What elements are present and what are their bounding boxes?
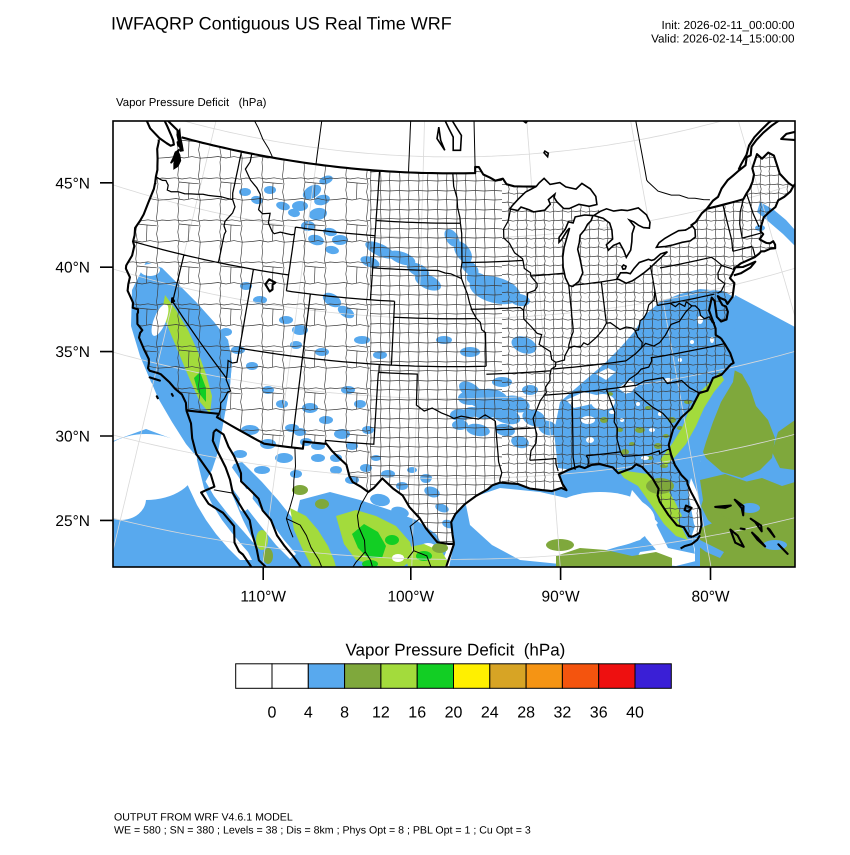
svg-text:30°N: 30°N: [55, 429, 90, 446]
svg-text:Valid: 2026-02-14_15:00:00: Valid: 2026-02-14_15:00:00: [651, 33, 795, 46]
svg-text:16: 16: [408, 705, 426, 722]
svg-text:32: 32: [554, 705, 572, 722]
svg-text:8: 8: [340, 705, 349, 722]
svg-text:20: 20: [445, 705, 463, 722]
svg-text:Vapor Pressure Deficit (hPa): Vapor Pressure Deficit (hPa): [116, 97, 267, 109]
svg-text:90°W: 90°W: [542, 589, 580, 606]
svg-text:80°W: 80°W: [691, 589, 729, 606]
svg-text:OUTPUT FROM WRF V4.6.1 MODEL: OUTPUT FROM WRF V4.6.1 MODEL: [114, 811, 293, 823]
svg-text:110°W: 110°W: [240, 589, 286, 606]
svg-text:45°N: 45°N: [55, 175, 90, 192]
svg-text:25°N: 25°N: [55, 513, 90, 530]
svg-text:Vapor Pressure Deficit (hPa): Vapor Pressure Deficit (hPa): [345, 641, 565, 660]
svg-text:IWFAQRP Contiguous US Real Tim: IWFAQRP Contiguous US Real Time WRF: [111, 14, 452, 34]
svg-text:40: 40: [626, 705, 644, 722]
svg-text:WE = 580 ; SN = 380 ; Levels =: WE = 580 ; SN = 380 ; Levels = 38 ; Dis …: [114, 825, 531, 837]
svg-text:36: 36: [590, 705, 608, 722]
svg-text:12: 12: [372, 705, 390, 722]
svg-text:24: 24: [481, 705, 499, 722]
svg-text:100°W: 100°W: [387, 589, 434, 606]
svg-text:28: 28: [517, 705, 535, 722]
svg-text:35°N: 35°N: [55, 344, 90, 361]
svg-text:4: 4: [304, 705, 313, 722]
svg-text:Init: 2026-02-11_00:00:00: Init: 2026-02-11_00:00:00: [662, 19, 795, 32]
svg-text:40°N: 40°N: [55, 260, 90, 277]
svg-text:0: 0: [268, 705, 277, 722]
